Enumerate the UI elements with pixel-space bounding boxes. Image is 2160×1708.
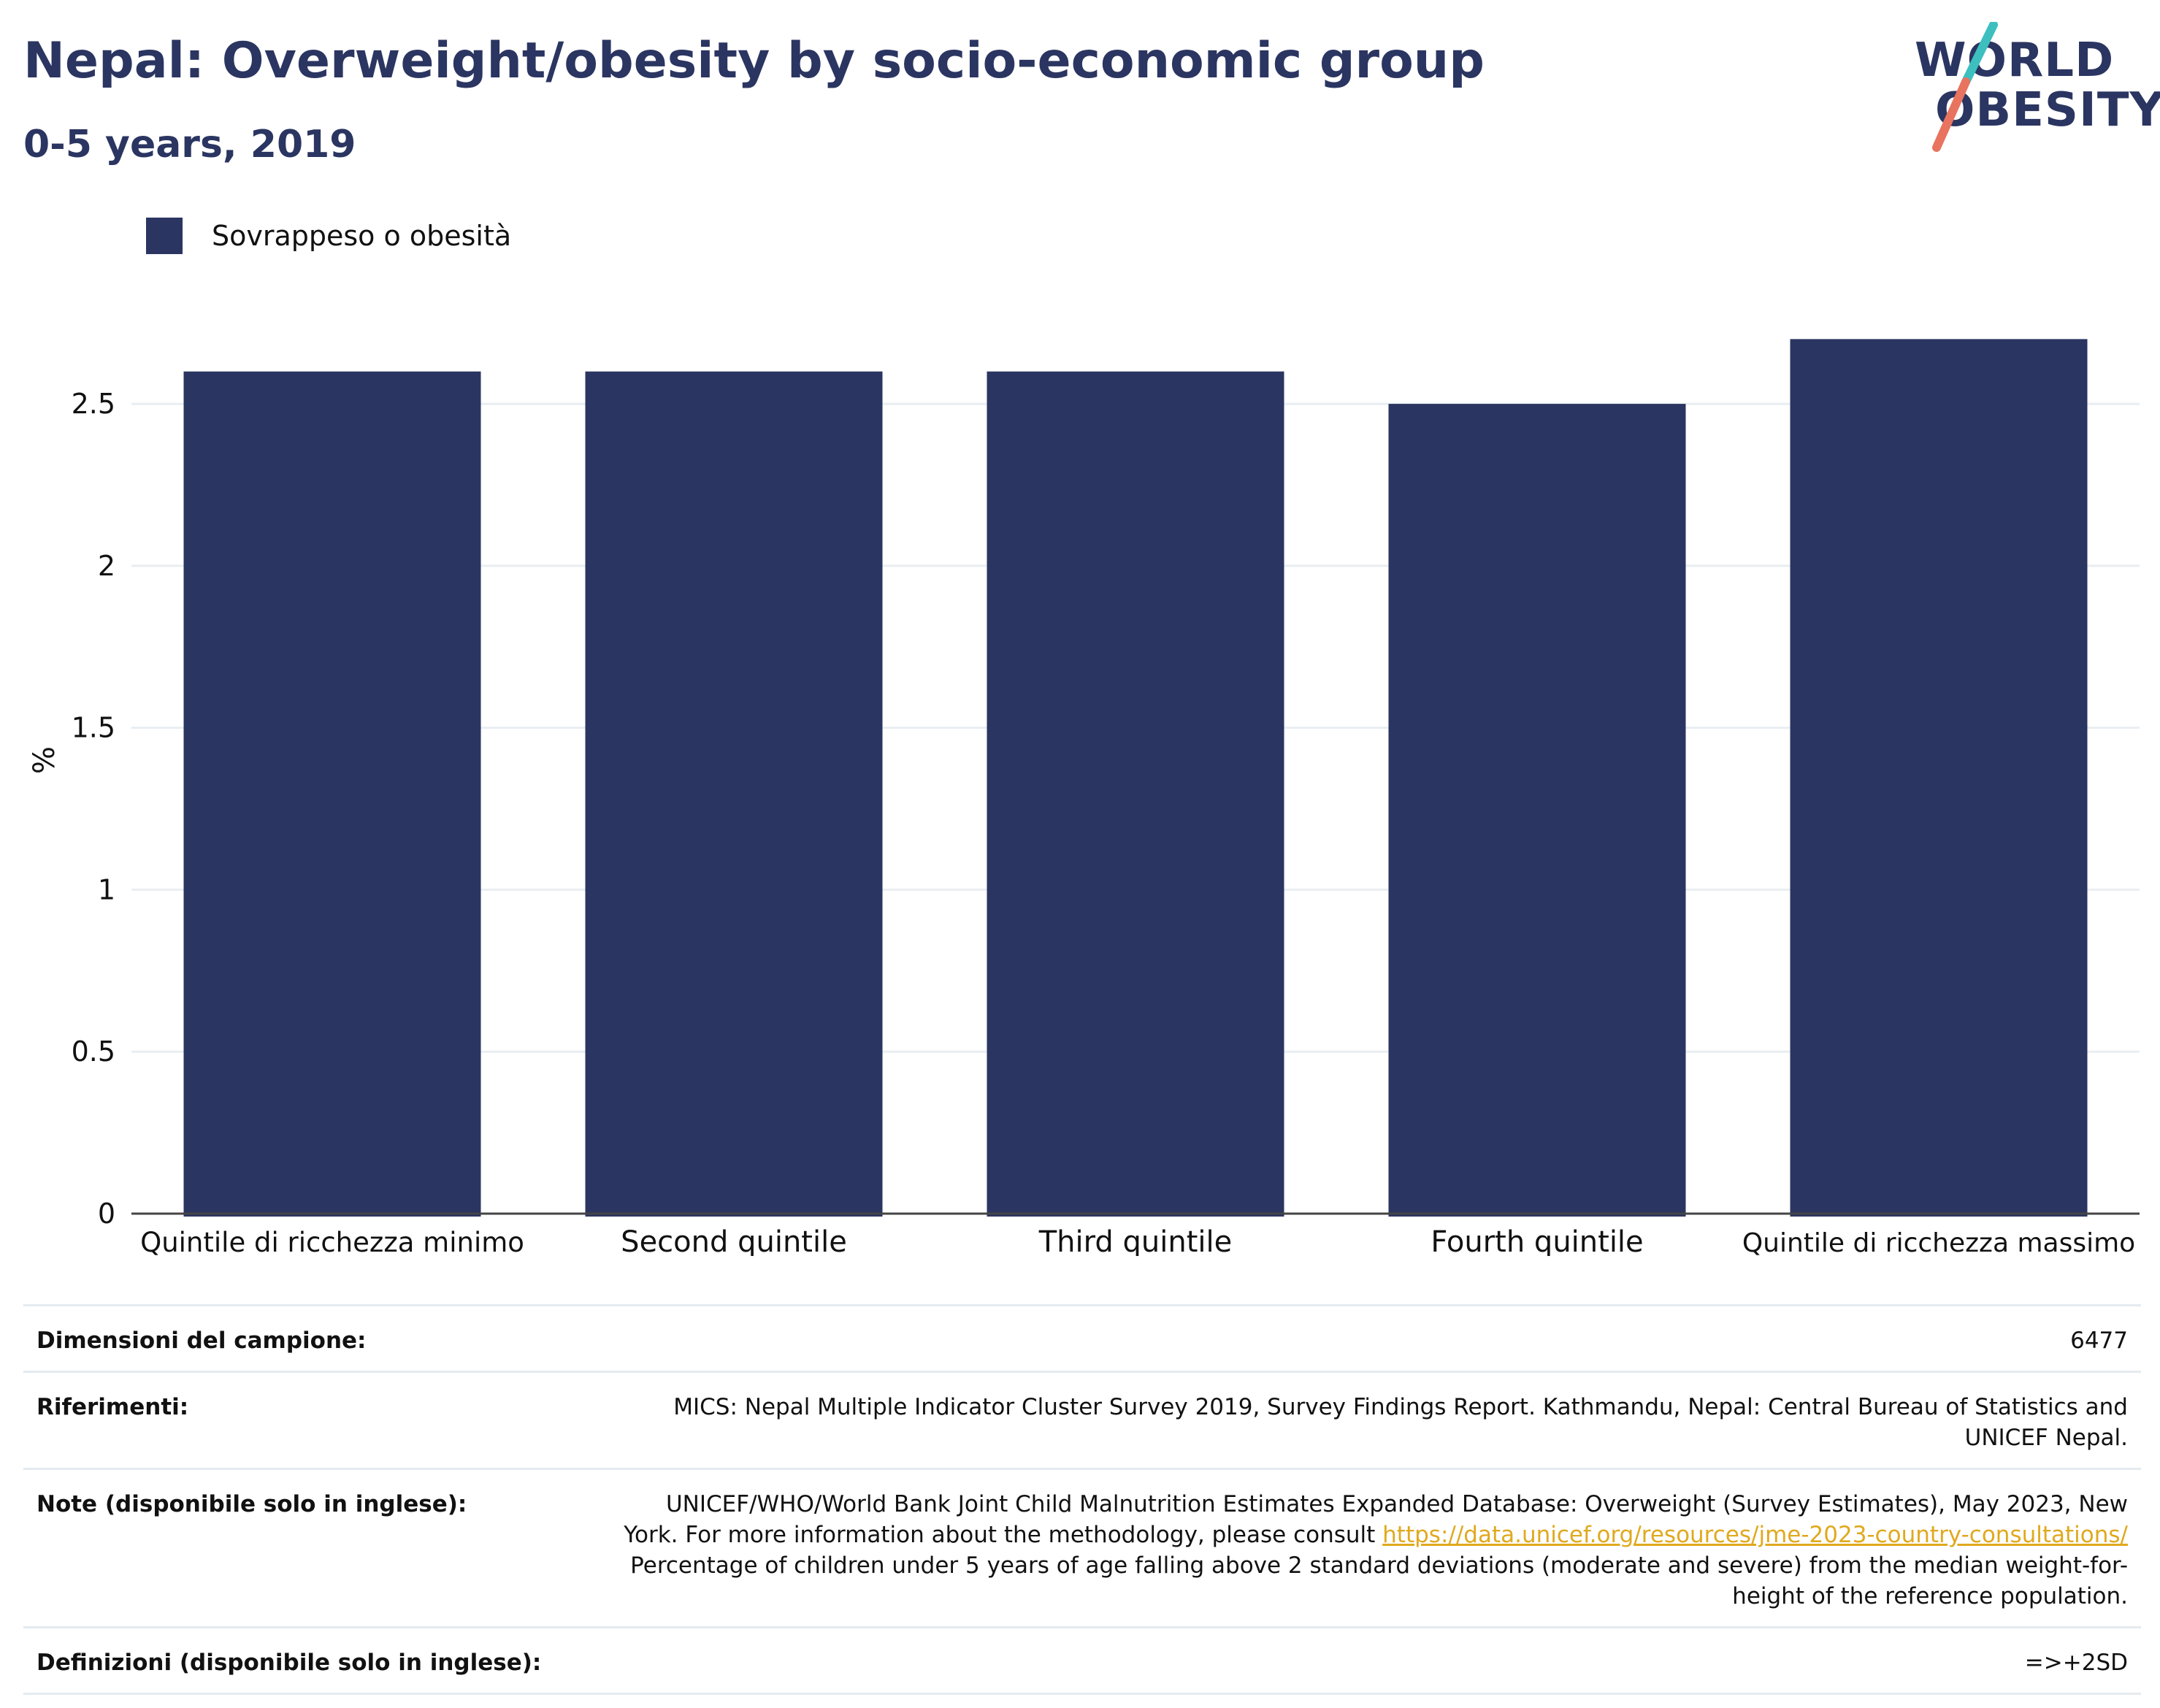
sample-size-value: 6477 xyxy=(597,1304,2141,1372)
y-tick-label: 0 xyxy=(98,1198,115,1230)
chart-subtitle: 0-5 years, 2019 xyxy=(23,123,356,166)
y-tick-label: 2 xyxy=(98,550,115,582)
y-tick-label: 2.5 xyxy=(72,388,115,420)
axes: 0 0.5 1 1.5 2 2.5% Quintile di ricchezza minim… xyxy=(28,388,2140,1256)
y-tick-label: 1 xyxy=(98,873,115,905)
y-tick-label: 1.5 xyxy=(72,712,115,744)
x-tick-label: Second quintile xyxy=(621,1225,847,1256)
x-tick-label: Quintile di ricchezza massimo xyxy=(1742,1228,2135,1256)
legend-swatch xyxy=(146,218,183,254)
notes-value: UNICEF/WHO/World Bank Joint Child Malnut… xyxy=(597,1468,2141,1628)
chart-title: Nepal: Overweight/obesity by socio-econo… xyxy=(23,32,1485,90)
references-label: Riferimenti: xyxy=(23,1371,597,1469)
chart-legend: Sovrappeso o obesità xyxy=(146,218,511,254)
sample-size-label: Dimensioni del campione: xyxy=(23,1304,597,1372)
definitions-value: =>+2SD xyxy=(597,1626,2141,1695)
x-tick-label: Fourth quintile xyxy=(1431,1225,1643,1256)
bar xyxy=(987,371,1284,1217)
bar xyxy=(1388,404,1686,1217)
info-row-notes: Note (disponibile solo in inglese): UNIC… xyxy=(23,1468,2141,1628)
info-row-definitions: Definizioni (disponibile solo in inglese… xyxy=(23,1626,2141,1695)
references-value: MICS: Nepal Multiple Indicator Cluster S… xyxy=(597,1371,2141,1469)
notes-link[interactable]: https://data.unicef.org/resources/jme-20… xyxy=(1382,1522,2128,1548)
info-table: Dimensioni del campione: 6477 Riferiment… xyxy=(23,1304,2141,1695)
logo-slash-icon xyxy=(1932,22,1998,152)
x-tick-label: Third quintile xyxy=(1038,1225,1232,1256)
info-row-references: Riferimenti: MICS: Nepal Multiple Indica… xyxy=(23,1371,2141,1469)
world-obesity-logo: WORLD OBESITY xyxy=(1906,22,2160,153)
info-row-sample-size: Dimensioni del campione: 6477 xyxy=(23,1304,2141,1372)
definitions-label: Definizioni (disponibile solo in inglese… xyxy=(23,1626,597,1695)
bars xyxy=(183,339,2088,1217)
legend-label: Sovrappeso o obesità xyxy=(212,220,512,252)
bar-chart: 0 0.5 1 1.5 2 2.5% Quintile di ricchezza minim… xyxy=(28,339,2140,1256)
logo-text-world: WORLD xyxy=(1915,34,2115,88)
notes-text-before: UNICEF/WHO/World Bank Joint Child Malnut… xyxy=(624,1491,2128,1548)
y-tick-label: 0.5 xyxy=(72,1035,115,1068)
logo-text-obesity: OBESITY xyxy=(1935,83,2160,137)
bar xyxy=(183,371,481,1217)
notes-label: Note (disponibile solo in inglese): xyxy=(23,1468,597,1628)
y-axis-label: % xyxy=(28,746,61,774)
x-tick-label: Quintile di ricchezza minimo xyxy=(140,1227,524,1256)
bar xyxy=(585,371,883,1217)
bar xyxy=(1790,339,2088,1217)
notes-text-after: Percentage of children under 5 years of … xyxy=(630,1552,2128,1609)
